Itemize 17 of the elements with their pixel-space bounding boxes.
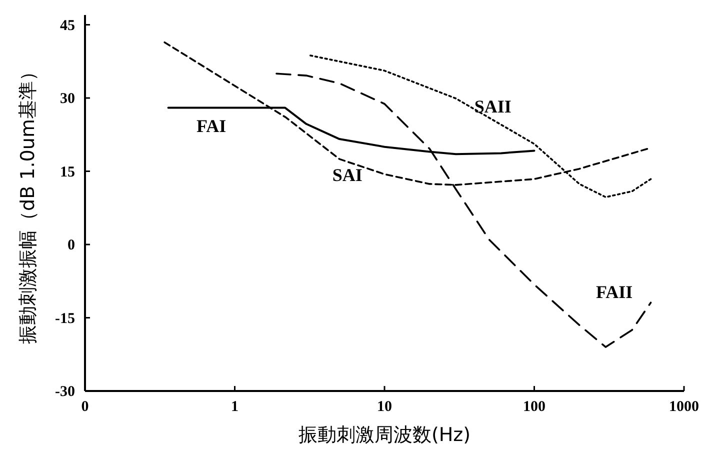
series-label: FAII [596,282,633,302]
x-tick-label: 1000 [669,399,699,415]
y-axis-title: 振動刺激振幅（dB 1.0um基準） [17,62,39,344]
y-tick-label: 15 [60,164,75,180]
y-tick-label: 45 [60,18,75,34]
series-label: SAII [474,96,512,116]
series-label: SAI [332,165,362,186]
x-tick-label: 100 [523,399,546,415]
y-tick-label: -30 [55,384,75,400]
y-tick-label: 30 [60,91,75,108]
series-label: FAI [196,116,226,136]
x-axis-title: 振動刺激周波数(Hz) [298,424,471,446]
x-tick-label: 1 [231,399,238,415]
x-tick-label: 10 [377,399,392,415]
x-tick-label: 0 [81,399,89,415]
y-tick-label: -15 [55,310,75,327]
y-tick-label: 0 [68,238,75,254]
